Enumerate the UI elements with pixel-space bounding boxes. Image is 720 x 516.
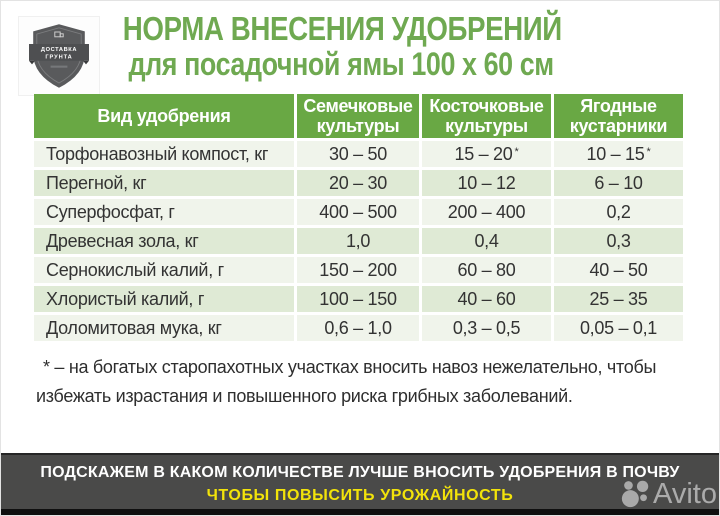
page-title: НОРМА ВНЕСЕНИЯ УДОБРЕНИЙ xyxy=(122,10,562,47)
value-cell: 20 – 30 xyxy=(297,170,419,196)
table-header-cell: Семечковые культуры xyxy=(297,94,419,138)
truck-emblem-icon xyxy=(54,31,64,38)
avito-dots-icon xyxy=(621,480,649,508)
bottom-black-strip xyxy=(1,509,719,515)
fertilizer-name-cell: Суперфосфат, г xyxy=(34,199,294,225)
footnote: * – на богатых старопахотных участках вн… xyxy=(36,357,657,406)
value-cell: 10 – 15 * xyxy=(554,141,683,167)
value-cell: 60 – 80 xyxy=(422,257,551,283)
value-cell: 0,4 xyxy=(422,228,551,254)
value-cell: 0,6 – 1,0 xyxy=(297,315,419,341)
value-cell: 0,2 xyxy=(554,199,683,225)
fertilizer-name-cell: Хлористый калий, г xyxy=(34,286,294,312)
value-cell: 10 – 12 xyxy=(422,170,551,196)
fertilizer-name-cell: Доломитовая мука, кг xyxy=(34,315,294,341)
fertilizer-name-cell: Древесная зола, кг xyxy=(34,228,294,254)
value-cell: 0,05 – 0,1 xyxy=(554,315,683,341)
avito-watermark: Avito xyxy=(620,477,717,509)
fertilizer-table: Вид удобрения Семечковые культуры Косточко… xyxy=(34,94,683,341)
page-subtitle: для посадочной ямы 100 х 60 см xyxy=(128,46,554,82)
bottom-banner: ПОДСКАЖЕМ В КАКОМ КОЛИЧЕСТВЕ ЛУЧШЕ ВНОСИ… xyxy=(1,453,719,509)
banner-text-highlight: ЧТОБЫ ПОВЫСИТЬ УРОЖАЙНОСТЬ xyxy=(206,487,514,504)
shield-badge-icon: ДОСТАВКА ГРУНТА xyxy=(29,24,89,88)
value-cell: 0,3 – 0,5 xyxy=(422,315,551,341)
value-cell: 6 – 10 xyxy=(554,170,683,196)
fertilizer-name-cell: Торфонавозный компост, кг xyxy=(34,141,294,167)
banner-text-main: ПОДСКАЖЕМ В КАКОМ КОЛИЧЕСТВЕ ЛУЧШЕ ВНОСИ… xyxy=(40,464,680,481)
value-cell: 200 – 400 xyxy=(422,199,551,225)
value-cell: 100 – 150 xyxy=(297,286,419,312)
logo-delivery-gruta: ДОСТАВКА ГРУНТА xyxy=(19,17,99,95)
avito-label: Avito xyxy=(653,478,717,510)
fertilizer-name-cell: Перегной, кг xyxy=(34,170,294,196)
table-header-cell: Косточковые культуры xyxy=(422,94,551,138)
value-cell: 40 – 50 xyxy=(554,257,683,283)
value-cell: 400 – 500 xyxy=(297,199,419,225)
logo-text-line1: ДОСТАВКА xyxy=(41,47,77,53)
title-block: НОРМА ВНЕСЕНИЯ УДОБРЕНИЙ для посадочной … xyxy=(81,10,601,82)
value-cell: 15 – 20 * xyxy=(422,141,551,167)
value-cell: 25 – 35 xyxy=(554,286,683,312)
value-cell: 30 – 50 xyxy=(297,141,419,167)
logo-text-line2: ГРУНТА xyxy=(45,54,72,60)
value-cell: 1,0 xyxy=(297,228,419,254)
value-cell: 150 – 200 xyxy=(297,257,419,283)
table-header-cell: Ягодные кустарники xyxy=(554,94,683,138)
fertilizer-name-cell: Сернокислый калий, г xyxy=(34,257,294,283)
value-cell: 0,3 xyxy=(554,228,683,254)
table-header-cell: Вид удобрения xyxy=(34,94,294,138)
value-cell: 40 – 60 xyxy=(422,286,551,312)
